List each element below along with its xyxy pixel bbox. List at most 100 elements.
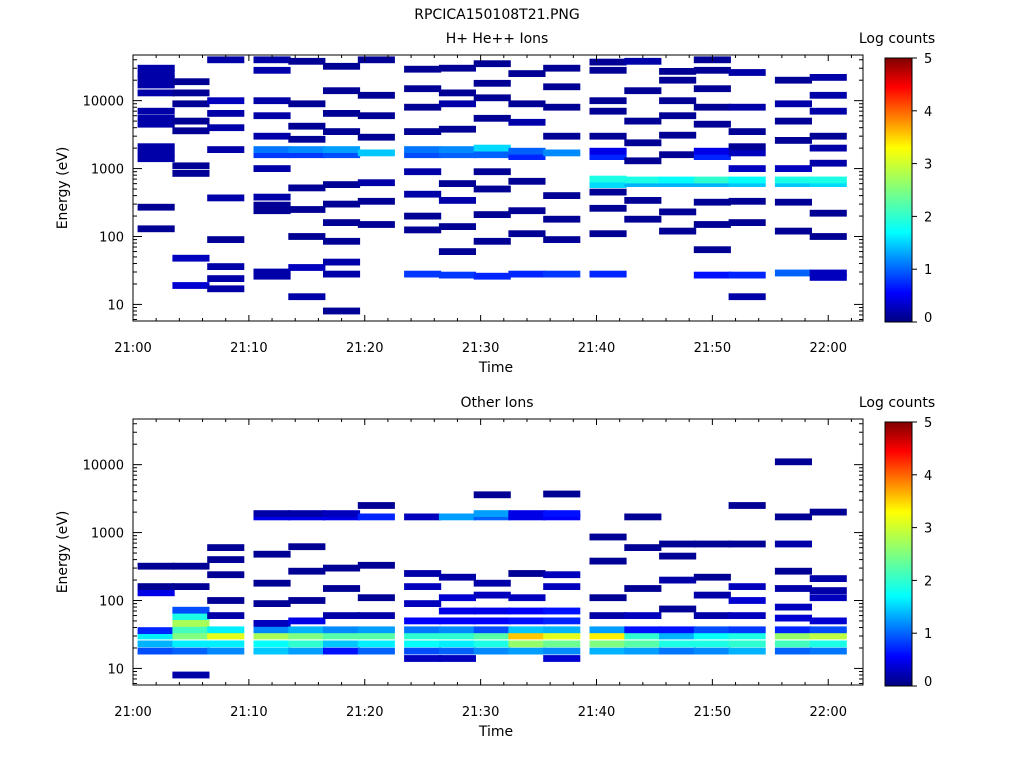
heatmap-cell <box>693 198 731 206</box>
colorbar-tick-label: 5 <box>924 52 932 67</box>
x-tick-label: 21:50 <box>694 341 731 356</box>
heatmap-cell <box>774 165 812 172</box>
heatmap-cell <box>207 556 245 563</box>
heatmap-cell <box>728 197 766 205</box>
heatmap-cell <box>357 647 395 655</box>
heatmap-cell <box>624 215 662 223</box>
heatmap-cells <box>137 458 847 679</box>
heatmap-cell <box>693 180 731 187</box>
heatmap-cell <box>728 219 766 226</box>
heatmap-cell <box>543 632 581 640</box>
heatmap-cell <box>774 117 812 125</box>
heatmap-cell <box>404 617 442 625</box>
heatmap-cell <box>253 272 291 280</box>
x-tick-label: 21:10 <box>230 705 267 720</box>
heatmap-cell <box>809 274 847 281</box>
heatmap-cell <box>508 640 546 648</box>
heatmap-cell <box>508 177 546 185</box>
heatmap-cell <box>404 600 442 607</box>
heatmap-cell <box>774 614 812 622</box>
heatmap-cell <box>659 97 697 105</box>
heatmap-cell <box>624 647 662 655</box>
colorbar-tick-label: 2 <box>924 210 932 225</box>
heatmap-cell <box>438 125 476 133</box>
heatmap-cell <box>253 579 291 587</box>
heatmap-cell <box>288 100 326 108</box>
heatmap-cell <box>323 647 361 655</box>
y-axis: 10 100 1000 10000 <box>83 59 863 320</box>
heatmap-cell <box>288 640 326 648</box>
heatmap-cell <box>288 626 326 634</box>
heatmap-cell <box>809 233 847 240</box>
heatmap-cell <box>323 151 361 159</box>
heatmap-cell <box>207 236 245 243</box>
y-axis: 10 100 1000 10000 <box>83 423 863 684</box>
heatmap-cell <box>589 107 627 115</box>
heatmap-cell <box>543 607 581 615</box>
heatmap-cell <box>172 170 210 177</box>
heatmap-cell <box>357 56 395 64</box>
heatmap-cell <box>172 613 210 620</box>
heatmap-cell <box>809 587 847 594</box>
heatmap-cell <box>323 219 361 226</box>
heatmap-cell <box>137 64 175 72</box>
heatmap-cell <box>728 640 766 648</box>
heatmap-cell <box>404 146 442 153</box>
x-tick-label: 22:00 <box>810 341 847 356</box>
heatmap-cell <box>774 513 812 521</box>
heatmap-cell <box>624 626 662 634</box>
heatmap-cell <box>728 632 766 640</box>
heatmap-cell <box>774 180 812 187</box>
heatmap-cell <box>589 626 627 634</box>
heatmap-cell <box>693 66 731 74</box>
heatmap-cell <box>624 117 662 125</box>
heatmap-cell <box>288 632 326 640</box>
heatmap-cell <box>774 647 812 655</box>
heatmap-cell <box>809 176 847 184</box>
heatmap-cell <box>693 153 731 160</box>
heatmap-cell <box>589 557 627 565</box>
heatmap-cell <box>774 603 812 611</box>
heatmap-cell <box>809 144 847 152</box>
heatmap-cell <box>728 626 766 634</box>
heatmap-cell <box>253 640 291 648</box>
heatmap-cell <box>404 655 442 662</box>
heatmap-cell <box>809 575 847 582</box>
heatmap-cell <box>438 223 476 230</box>
heatmap-cell <box>253 647 291 655</box>
heatmap-cell <box>323 237 361 245</box>
heatmap-cell <box>288 135 326 143</box>
heatmap-cell <box>137 203 175 211</box>
y-tick-label: 10 <box>107 662 124 677</box>
heatmap-cells <box>137 56 847 315</box>
plot-frame <box>132 418 864 686</box>
heatmap-cell <box>624 157 662 165</box>
heatmap-cell <box>288 543 326 551</box>
heatmap-cell <box>137 70 175 77</box>
heatmap-cell <box>774 585 812 592</box>
heatmap-cell <box>253 510 291 517</box>
heatmap-cell <box>323 585 361 592</box>
heatmap-cell <box>508 230 546 238</box>
heatmap-cell <box>404 270 442 278</box>
heatmap-cell <box>357 133 395 141</box>
heatmap-cell <box>589 66 627 74</box>
heatmap-cell <box>137 583 175 590</box>
heatmap-cell <box>589 640 627 648</box>
heatmap-cell <box>323 110 361 117</box>
heatmap-cell <box>207 146 245 153</box>
heatmap-cell <box>728 165 766 172</box>
colorbar-top: Log counts 0 1 2 3 4 5 <box>859 31 935 326</box>
heatmap-cell <box>438 513 476 521</box>
heatmap-cell <box>253 620 291 627</box>
heatmap-cell <box>438 607 476 615</box>
heatmap-cell <box>659 605 697 613</box>
panel-title: Other Ions <box>460 395 533 411</box>
heatmap-cell <box>624 176 662 184</box>
heatmap-cell <box>624 640 662 648</box>
heatmap-cell <box>693 147 731 155</box>
heatmap-cell <box>508 594 546 602</box>
heatmap-cell <box>624 139 662 147</box>
heatmap-cell <box>172 117 210 125</box>
heatmap-cell <box>589 632 627 640</box>
